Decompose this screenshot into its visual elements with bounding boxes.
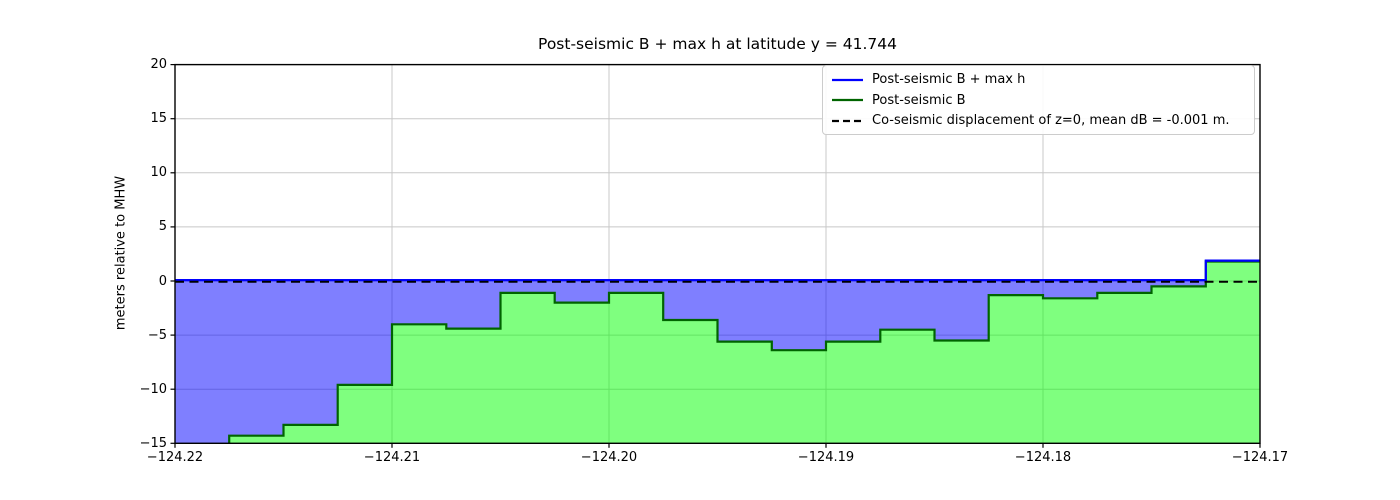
- legend-label: Post-seismic B + max h: [872, 72, 1026, 87]
- legend-item: Co-seismic displacement of z=0, mean dB …: [832, 111, 1245, 131]
- y-tick-label: −5: [147, 327, 167, 343]
- y-tick-label: −10: [139, 381, 167, 397]
- x-tick-label: −124.18: [1014, 450, 1072, 465]
- postseismic-b-fill: [229, 261, 1260, 444]
- legend-label: Co-seismic displacement of z=0, mean dB …: [872, 113, 1230, 128]
- legend-line-sample: [832, 119, 863, 122]
- tick-marks: [170, 63, 1261, 448]
- postseismic-b-line: [228, 260, 1260, 444]
- x-tick-label: −124.20: [580, 450, 638, 465]
- y-axis-label: meters relative to MHW: [113, 175, 129, 331]
- bplusmaxh-line: [175, 259, 1260, 282]
- x-tick-label: −124.19: [797, 450, 855, 465]
- legend-item: Post-seismic B: [832, 90, 1245, 110]
- x-tick-label: −124.21: [363, 450, 421, 465]
- y-tick-label: 0: [158, 273, 167, 289]
- legend-item: Post-seismic B + max h: [832, 70, 1245, 90]
- x-tick-label: −124.22: [146, 450, 204, 465]
- legend: Post-seismic B + max h Post-seismic B Co-s…: [822, 65, 1255, 135]
- y-tick-label: −15: [139, 435, 167, 451]
- legend-line-sample: [832, 78, 863, 81]
- legend-line-sample: [832, 98, 863, 102]
- y-tick-label: 20: [150, 57, 167, 73]
- x-tick-label: −124.17: [1231, 450, 1289, 465]
- y-tick-label: 15: [150, 111, 167, 127]
- legend-label: Post-seismic B: [872, 92, 966, 108]
- chart-title: Post-seismic B + max h at latitude y = 4…: [538, 35, 897, 53]
- y-tick-label: 5: [158, 219, 167, 235]
- bplusmaxh-fill: [175, 281, 1206, 444]
- y-tick-label: 10: [150, 165, 167, 181]
- axes-spines: [174, 63, 1261, 445]
